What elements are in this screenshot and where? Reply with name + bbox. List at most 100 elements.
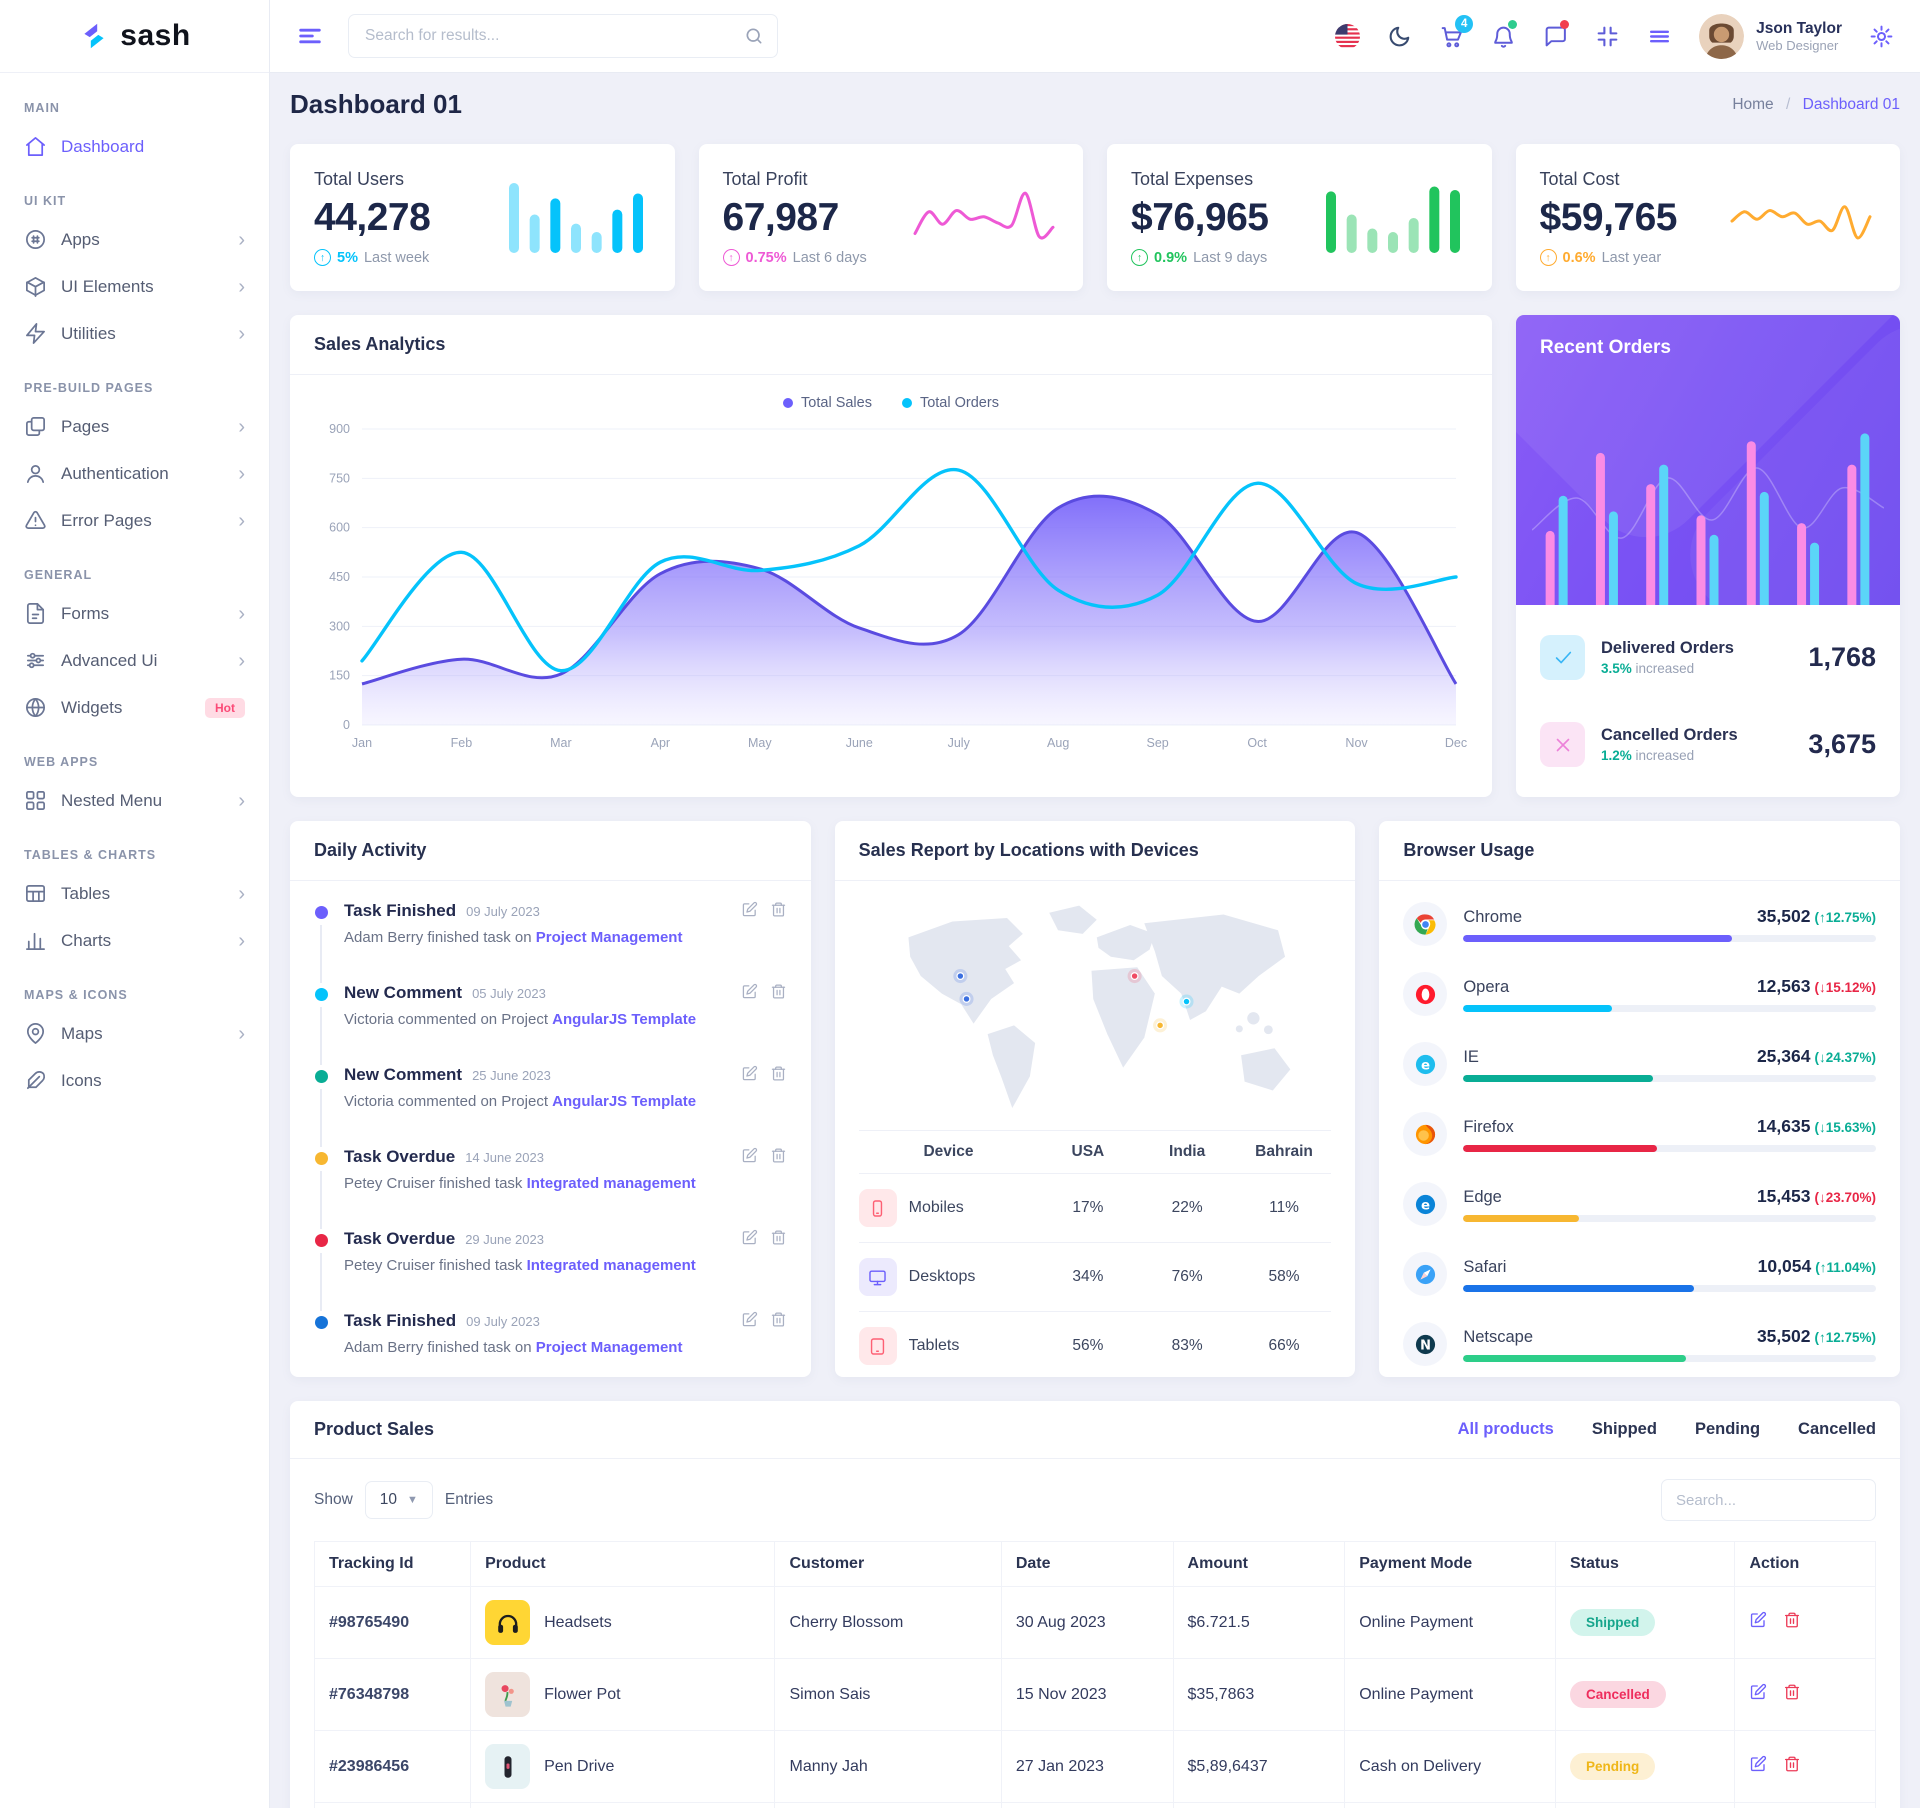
activity-link[interactable]: AngularJS Template xyxy=(552,1093,697,1110)
sidebar-toggle-icon[interactable] xyxy=(296,22,324,50)
sidebar-item[interactable]: Nested Menu › xyxy=(24,777,245,824)
sidebar-item[interactable]: UI Elements › xyxy=(24,263,245,310)
sidebar-item[interactable]: Maps › xyxy=(24,1010,245,1057)
activity-link[interactable]: AngularJS Template xyxy=(552,1011,697,1028)
delete-icon[interactable] xyxy=(770,1229,787,1246)
product-sales-tab[interactable]: Cancelled xyxy=(1798,1420,1876,1438)
edit-icon[interactable] xyxy=(741,901,758,918)
browser-progress xyxy=(1463,1285,1876,1292)
sidebar-item[interactable]: Charts › xyxy=(24,917,245,964)
device-column-header: Device xyxy=(923,1143,974,1160)
table-row[interactable] xyxy=(313,1802,1876,1808)
messages-icon[interactable] xyxy=(1543,19,1570,49)
activity-link[interactable]: Project Management xyxy=(535,929,683,946)
edit-icon[interactable] xyxy=(1749,1683,1767,1706)
browser-value: 25,364 xyxy=(1756,1046,1811,1066)
chevron-right-icon: › xyxy=(238,462,245,485)
product-sales-tab[interactable]: All products xyxy=(1457,1420,1554,1438)
delete-icon[interactable] xyxy=(1783,1683,1801,1706)
table-row[interactable]: #23986456 Pen Drive Manny Jah 27 Jan 202… xyxy=(313,1730,1876,1803)
sidebar-item[interactable]: Forms › xyxy=(24,590,245,637)
stat-delta-value: 0.6% xyxy=(1562,249,1596,266)
logo[interactable]: sash xyxy=(0,0,269,73)
svg-text:0: 0 xyxy=(343,718,350,732)
sidebar-item[interactable]: Apps › xyxy=(24,216,245,263)
sidebar-item[interactable]: Icons xyxy=(24,1057,245,1104)
column-header[interactable]: Tracking Id xyxy=(313,1541,472,1587)
page-size-select[interactable]: 10 ▼ xyxy=(364,1481,433,1519)
world-map[interactable] xyxy=(875,895,1315,1124)
stat-delta-value: 0.75% xyxy=(745,249,787,266)
dark-mode-icon[interactable] xyxy=(1387,24,1412,49)
column-header[interactable]: Date xyxy=(1000,1541,1174,1587)
sidebar-item[interactable]: Dashboard xyxy=(24,123,245,170)
edit-icon[interactable] xyxy=(741,1147,758,1164)
edit-icon[interactable] xyxy=(741,1065,758,1082)
stat-value: 67,987 xyxy=(722,196,840,239)
cell-payment-mode: Online Payment xyxy=(1344,1658,1556,1731)
settings-gear-icon[interactable] xyxy=(1869,24,1894,49)
sidebar-item[interactable]: Error Pages › xyxy=(24,497,245,544)
app-list-icon[interactable] xyxy=(1647,24,1672,49)
column-header[interactable]: Product xyxy=(470,1541,776,1587)
device-column-header: India xyxy=(1169,1143,1206,1160)
notification-dot xyxy=(1508,19,1518,29)
browser-progress xyxy=(1463,1145,1876,1152)
search-input[interactable] xyxy=(348,14,778,58)
activity-item: Task Overdue 29 June 2023 Petey Cruiser f… xyxy=(314,1229,787,1311)
pen-drive-icon xyxy=(485,1744,531,1789)
globe-icon xyxy=(24,696,47,719)
delete-icon[interactable] xyxy=(770,901,787,918)
edit-icon[interactable] xyxy=(741,983,758,1000)
table-search-input[interactable] xyxy=(1661,1479,1876,1521)
delete-icon[interactable] xyxy=(770,1311,787,1328)
cell-tracking-id: #23986456 xyxy=(313,1730,472,1803)
edit-icon[interactable] xyxy=(1749,1611,1767,1634)
sidebar-item[interactable]: Advanced Ui › xyxy=(24,637,245,684)
cell-product-name: Headsets xyxy=(544,1613,612,1631)
edit-icon[interactable] xyxy=(741,1229,758,1246)
delete-icon[interactable] xyxy=(1783,1755,1801,1778)
product-sales-tab[interactable]: Pending xyxy=(1694,1420,1761,1438)
delete-icon[interactable] xyxy=(770,1147,787,1164)
notifications-bell-icon[interactable] xyxy=(1491,19,1518,49)
column-header[interactable]: Status xyxy=(1554,1541,1736,1587)
column-header[interactable]: Customer xyxy=(774,1541,1002,1587)
user-menu[interactable]: Json Taylor Web Designer xyxy=(1699,13,1842,59)
edit-icon[interactable] xyxy=(1749,1755,1767,1778)
delete-icon[interactable] xyxy=(770,983,787,1000)
sidebar-item[interactable]: Authentication › xyxy=(24,450,245,497)
svg-text:750: 750 xyxy=(329,471,350,485)
breadcrumb-current[interactable]: Dashboard 01 xyxy=(1802,95,1900,113)
language-flag-icon[interactable] xyxy=(1335,23,1361,49)
fullscreen-icon[interactable] xyxy=(1595,24,1620,49)
activity-link[interactable]: Integrated management xyxy=(526,1257,696,1274)
svg-text:Oct: Oct xyxy=(1247,736,1267,750)
legend-item[interactable]: Total Sales xyxy=(783,395,872,411)
sidebar-item[interactable]: Utilities › xyxy=(24,310,245,357)
column-header[interactable]: Action xyxy=(1734,1541,1876,1587)
svg-text:Feb: Feb xyxy=(451,736,473,750)
column-header[interactable]: Payment Mode xyxy=(1344,1541,1556,1587)
chevron-right-icon: › xyxy=(238,929,245,952)
table-row[interactable]: #76348798 Flower Pot Simon Sais 15 Nov 2… xyxy=(313,1658,1876,1731)
table-row[interactable]: #98765490 Headsets Cherry Blossom 30 Aug… xyxy=(313,1586,1876,1659)
legend-item[interactable]: Total Orders xyxy=(901,395,999,411)
cart-icon[interactable]: 4 xyxy=(1439,14,1474,49)
sidebar-item[interactable]: Widgets Hot xyxy=(24,684,245,731)
activity-dot-icon xyxy=(314,1152,328,1165)
breadcrumb-home[interactable]: Home xyxy=(1732,95,1774,113)
sidebar-item[interactable]: Pages › xyxy=(24,403,245,450)
sliders-icon xyxy=(24,649,47,672)
activity-link[interactable]: Project Management xyxy=(535,1339,683,1356)
activity-link[interactable]: Integrated management xyxy=(526,1175,696,1192)
sidebar-item[interactable]: Tables › xyxy=(24,870,245,917)
delete-icon[interactable] xyxy=(1783,1611,1801,1634)
search-icon[interactable] xyxy=(744,26,764,46)
delete-icon[interactable] xyxy=(770,1065,787,1082)
edit-icon[interactable] xyxy=(741,1311,758,1328)
column-header[interactable]: Amount xyxy=(1172,1541,1346,1587)
product-sales-tab[interactable]: Shipped xyxy=(1591,1420,1657,1438)
netscape-icon: N xyxy=(1403,1322,1448,1366)
user-icon xyxy=(24,462,47,485)
